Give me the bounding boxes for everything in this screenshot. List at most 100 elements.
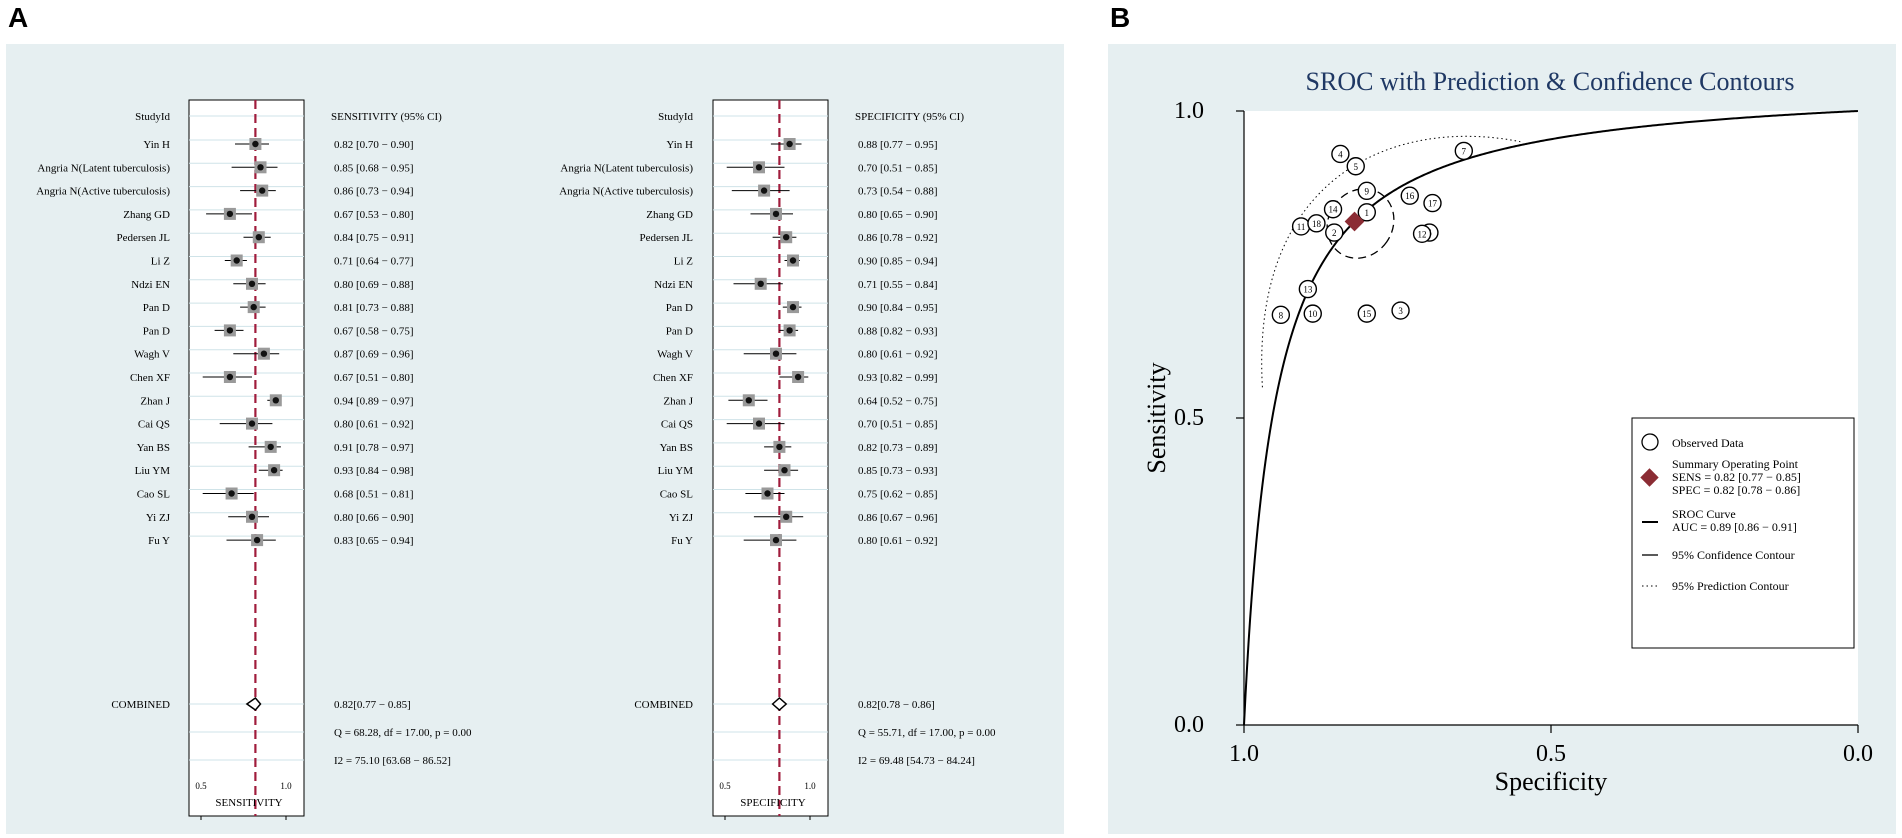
spec-point-estimate [772, 210, 780, 218]
sens-study-ci: 0.80 [0.66 − 0.90] [334, 512, 414, 524]
spec-study-ci: 0.80 [0.61 − 0.92] [858, 535, 938, 547]
sens-point-estimate [270, 467, 278, 474]
spec-point-estimate [772, 536, 780, 544]
sens-point-estimate [253, 536, 261, 544]
observed-point-label: 18 [1312, 219, 1322, 229]
observed-point [1303, 304, 1322, 323]
spec-point-estimate [786, 327, 793, 334]
spec-combined-label: COMBINED [634, 699, 693, 711]
legend-curve-auc: AUC = 0.89 [0.86 − 0.91] [1672, 520, 1797, 534]
spec-i2-stat: I2 = 69.48 [54.73 − 84.24] [858, 755, 975, 767]
observed-point-label: 15 [1362, 309, 1372, 319]
sens-point-estimate [252, 140, 259, 148]
sens-studyid-header: StudyId [135, 111, 170, 123]
observed-point [1412, 224, 1432, 244]
sens-point-estimate [228, 490, 235, 497]
spec-point-estimate [772, 350, 780, 357]
spec-study-ci: 0.75 [0.62 − 0.85] [858, 489, 938, 501]
observed-point [1400, 186, 1419, 205]
spec-study-label: Yin H [666, 139, 693, 151]
observed-point-label: 13 [1303, 285, 1313, 295]
sroc-xtick-1.0: 1.0 [1229, 741, 1259, 767]
legend-observed-label: Observed Data [1672, 436, 1744, 450]
spec-point-estimate [794, 373, 802, 381]
panel-a-label: A [8, 2, 29, 33]
sensitivity-forest: StudyId SENSITIVITY (95% CI) Yin H 0.82 [… [36, 99, 472, 820]
sens-point-estimate [257, 164, 264, 171]
spec-study-label: Pedersen JL [640, 232, 694, 244]
observed-point-label: 3 [1398, 306, 1403, 316]
observed-point-label: 2 [1332, 228, 1337, 238]
sens-study-label: Angria N(Latent tuberculosis) [37, 162, 170, 174]
spec-q-stat: Q = 55.71, df = 17.00, p = 0.00 [858, 727, 996, 739]
spec-study-ci: 0.64 [0.52 − 0.75] [858, 395, 938, 407]
spec-study-label: Wagh V [657, 349, 693, 361]
sens-point-estimate [259, 187, 266, 194]
spec-study-ci: 0.90 [0.85 − 0.94] [858, 256, 938, 268]
spec-study-ci: 0.90 [0.84 − 0.95] [858, 302, 938, 314]
specificity-forest: StudyId SPECIFICITY (95% CI) Yin H 0.88 [… [559, 99, 996, 820]
sens-point-estimate [248, 513, 256, 520]
observed-point [1331, 144, 1350, 164]
spec-study-ci: 0.85 [0.73 − 0.93] [858, 465, 938, 477]
spec-combined-ci: 0.82[0.78 − 0.86] [858, 699, 935, 711]
summary-operating-point [1344, 211, 1365, 232]
spec-point-estimate [789, 303, 797, 311]
spec-study-ci: 0.82 [0.73 − 0.89] [858, 442, 938, 454]
spec-studyid-header: StudyId [658, 111, 693, 123]
sens-point-estimate [226, 373, 234, 381]
spec-study-label: Zhang GD [646, 209, 693, 221]
sens-study-ci: 0.67 [0.51 − 0.80] [334, 372, 414, 384]
sens-point-estimate [255, 234, 262, 241]
observed-point [1325, 223, 1344, 242]
sens-study-label: Cao SL [137, 489, 171, 501]
observed-point [1271, 305, 1291, 325]
legend-prediction-label: 95% Prediction Contour [1672, 579, 1789, 593]
observed-point-label: 8 [1279, 310, 1284, 320]
sens-plot-area [188, 99, 305, 817]
sens-point-estimate [233, 257, 240, 264]
legend-summary-sens: SENS = 0.82 [0.77 − 0.85] [1672, 470, 1801, 484]
spec-tick-1.0: 1.0 [804, 781, 816, 791]
sroc-panel: SROC with Prediction & Confidence Contou… [1108, 44, 1896, 834]
sens-study-label: Ndzi EN [131, 279, 170, 291]
sens-study-ci: 0.68 [0.51 − 0.81] [334, 489, 414, 501]
sens-study-label: Yi ZJ [146, 512, 171, 524]
legend-observed-icon [1641, 433, 1659, 451]
sens-combined-ci: 0.82[0.77 − 0.85] [334, 699, 411, 711]
observed-point [1323, 200, 1343, 219]
sens-point-estimate [226, 327, 234, 334]
sens-point-estimate [260, 350, 268, 357]
spec-study-ci: 0.86 [0.67 − 0.96] [858, 512, 938, 524]
sens-study-label: Zhang GD [123, 209, 170, 221]
observed-point-label: 16 [1405, 191, 1415, 201]
sens-study-label: Liu YM [135, 465, 171, 477]
spec-study-ci: 0.80 [0.65 − 0.90] [858, 209, 938, 221]
spec-point-estimate [776, 443, 783, 451]
spec-study-label: Pan D [666, 325, 693, 337]
observed-point [1346, 157, 1365, 176]
spec-study-ci: 0.70 [0.51 − 0.85] [858, 419, 938, 431]
sens-study-ci: 0.83 [0.65 − 0.94] [334, 535, 414, 547]
spec-point-estimate [755, 164, 763, 171]
forest-plot-panel: StudyId SENSITIVITY (95% CI) Yin H 0.82 [… [6, 44, 1064, 834]
sens-study-label: Fu Y [148, 535, 170, 547]
sens-study-ci: 0.80 [0.61 − 0.92] [334, 419, 414, 431]
spec-point-estimate [786, 140, 793, 148]
spec-study-label: Fu Y [671, 535, 693, 547]
spec-study-ci: 0.70 [0.51 − 0.85] [858, 162, 938, 174]
observed-point [1357, 181, 1376, 201]
spec-study-label: Cao SL [660, 489, 694, 501]
sroc-ytick-0.0: 0.0 [1174, 712, 1204, 738]
forest-panel-background [6, 44, 1064, 834]
sens-i2-stat: I2 = 75.10 [63.68 − 86.52] [334, 755, 451, 767]
observed-point-label: 14 [1329, 205, 1339, 215]
sens-study-label: Wagh V [134, 349, 170, 361]
sens-study-ci: 0.81 [0.73 − 0.88] [334, 302, 414, 314]
spec-tick-0.5: 0.5 [719, 781, 731, 791]
spec-study-label: Ndzi EN [654, 279, 693, 291]
sens-study-label: Angria N(Active tuberculosis) [36, 186, 170, 198]
spec-point-estimate [789, 257, 797, 264]
sens-tick-0.5: 0.5 [195, 781, 207, 791]
spec-study-label: Liu YM [658, 465, 694, 477]
